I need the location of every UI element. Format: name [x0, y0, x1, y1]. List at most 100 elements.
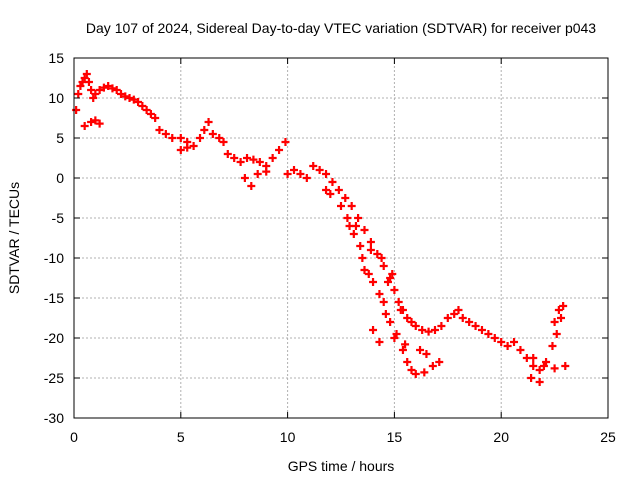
data-point — [364, 270, 373, 278]
data-point — [215, 134, 224, 142]
data-point — [411, 370, 420, 378]
data-point — [343, 214, 352, 222]
data-point — [550, 318, 559, 326]
data-point — [328, 178, 337, 186]
data-point — [435, 358, 444, 366]
data-point — [253, 170, 262, 178]
data-point — [155, 126, 164, 134]
data-point — [396, 306, 405, 314]
data-point — [281, 138, 290, 146]
y-tick-label: -15 — [44, 290, 64, 306]
data-point — [183, 143, 192, 152]
data-point — [125, 94, 134, 102]
data-point — [223, 150, 232, 158]
data-point — [535, 378, 544, 386]
data-point — [471, 322, 480, 330]
data-point — [116, 90, 125, 98]
x-tick-label: 20 — [493, 429, 509, 445]
data-point — [302, 174, 311, 182]
series-sdtvar — [72, 70, 570, 386]
data-point — [87, 118, 96, 126]
y-tick-label: -25 — [44, 370, 64, 386]
data-point — [315, 166, 324, 174]
data-point — [204, 118, 213, 126]
data-point — [420, 368, 429, 377]
data-point — [516, 346, 525, 354]
data-point — [443, 314, 452, 322]
data-point — [386, 318, 395, 326]
data-point — [388, 270, 397, 278]
data-point — [369, 326, 378, 334]
x-tick-label: 0 — [70, 429, 78, 445]
data-point — [398, 346, 407, 354]
data-point — [561, 362, 570, 370]
data-point — [548, 342, 557, 350]
data-point — [275, 146, 284, 154]
data-point — [418, 326, 427, 334]
data-point — [383, 278, 392, 286]
x-tick-label: 10 — [280, 429, 296, 445]
data-point — [121, 92, 130, 101]
grid — [74, 58, 608, 418]
data-point — [243, 154, 252, 162]
data-point — [268, 154, 277, 162]
data-point — [557, 314, 566, 322]
data-point — [529, 362, 538, 370]
data-point — [529, 354, 538, 362]
y-tick-label: -5 — [52, 210, 65, 226]
y-axis-label: SDTVAR / TECUs — [6, 182, 22, 294]
data-point — [375, 338, 384, 346]
data-point — [80, 122, 89, 130]
data-point — [379, 262, 388, 270]
data-point — [354, 214, 363, 222]
data-point — [347, 202, 356, 210]
data-point — [345, 222, 354, 230]
data-point — [337, 202, 345, 210]
y-tick-label: -30 — [44, 410, 64, 426]
data-point — [108, 84, 117, 93]
data-point — [428, 362, 437, 370]
data-point — [403, 314, 412, 322]
data-point — [550, 364, 559, 373]
data-point — [411, 322, 420, 330]
data-point — [95, 119, 104, 128]
y-tick-label: 5 — [56, 130, 64, 146]
data-point — [290, 166, 299, 174]
y-tick-label: 15 — [48, 50, 64, 66]
data-point — [401, 340, 410, 349]
data-point — [349, 230, 358, 238]
y-tick-label: 0 — [56, 170, 64, 186]
y-tick-label: 10 — [48, 90, 64, 106]
data-point — [535, 366, 544, 374]
data-point — [356, 242, 365, 250]
data-point — [503, 342, 512, 350]
data-point — [91, 90, 100, 98]
data-point — [176, 146, 185, 154]
data-point — [450, 310, 459, 318]
data-point — [74, 90, 83, 98]
data-point — [341, 194, 350, 202]
data-point — [539, 362, 548, 370]
data-point — [437, 322, 446, 330]
data-point — [236, 158, 245, 166]
data-point — [554, 306, 563, 314]
data-point — [390, 286, 399, 294]
data-point — [84, 78, 93, 86]
data-point — [91, 116, 100, 125]
data-point — [407, 318, 416, 326]
y-tick-label: -10 — [44, 250, 64, 266]
data-point — [146, 110, 155, 118]
data-point — [510, 338, 519, 346]
data-point — [249, 155, 258, 164]
data-point — [334, 186, 343, 194]
data-point — [377, 254, 386, 262]
data-point — [283, 170, 292, 178]
data-point — [112, 86, 121, 94]
data-point — [208, 130, 217, 138]
data-point — [247, 182, 256, 190]
data-point — [262, 167, 271, 176]
data-point — [454, 306, 463, 314]
chart-title: Day 107 of 2024, Sidereal Day-to-day VTE… — [86, 20, 596, 36]
data-point — [95, 86, 104, 94]
